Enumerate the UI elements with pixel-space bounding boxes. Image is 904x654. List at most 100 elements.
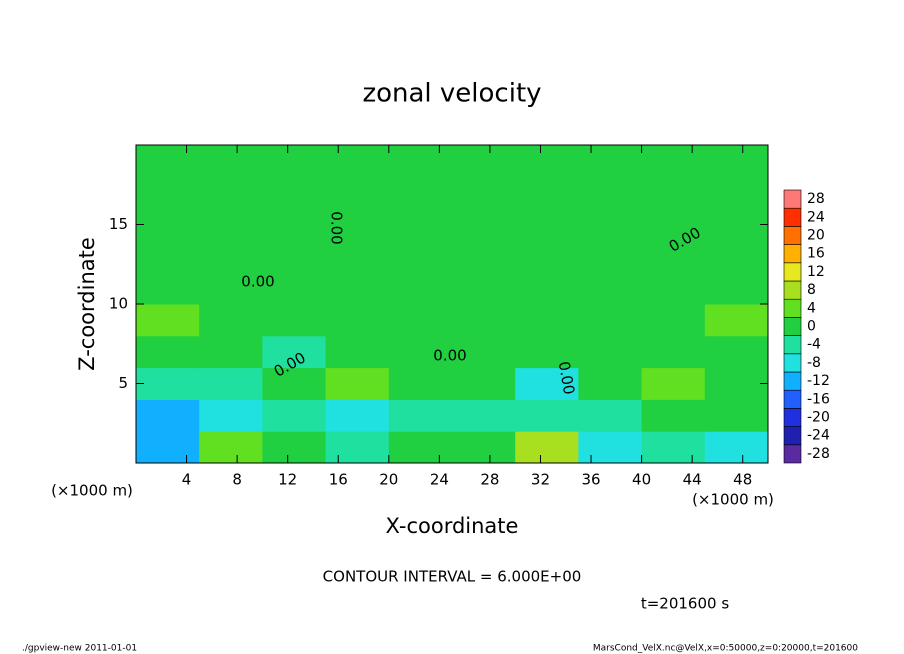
field-cell [704, 431, 769, 464]
y-tick-label: 5 [118, 374, 128, 392]
colorbar-label: 12 [807, 264, 825, 280]
field-cell [641, 176, 706, 210]
field-cell [136, 304, 200, 337]
colorbar-label: 20 [807, 228, 825, 244]
x-tick-label: 28 [480, 471, 499, 489]
field-cell [199, 145, 263, 178]
x-tick-label: 32 [531, 471, 550, 489]
field-cell [388, 335, 453, 369]
field-cell [452, 367, 516, 400]
field-cell [325, 145, 390, 178]
field-cell [199, 272, 263, 305]
colorbar-box [783, 353, 802, 373]
colorbar-label: 8 [807, 282, 816, 298]
field-cell [199, 176, 263, 210]
x-tick-label: 8 [232, 471, 242, 489]
field-cell [262, 145, 327, 178]
field-cell [199, 399, 263, 432]
chart-title: zonal velocity [362, 79, 541, 109]
field-cell [136, 335, 200, 369]
y-tick-label: 10 [109, 295, 128, 313]
field-cell [515, 335, 579, 369]
field-cell [136, 208, 200, 241]
field-cell [704, 240, 769, 273]
field-cell [136, 240, 200, 273]
field-cell [515, 399, 579, 432]
field-cell [136, 367, 200, 400]
field-cell [578, 399, 643, 432]
field-cell [704, 208, 769, 241]
field-cell [388, 145, 453, 178]
colorbar-label: 24 [807, 209, 825, 225]
field-cell [262, 399, 327, 432]
field-cell [199, 240, 263, 273]
field-cell [262, 335, 327, 369]
time-label: t=201600 s [641, 595, 729, 613]
field-cell [515, 367, 579, 400]
field-cell [452, 208, 516, 241]
x-tick-label: 16 [329, 471, 348, 489]
colorbar-box [783, 408, 802, 427]
field-cell [388, 240, 453, 273]
field-cell [325, 208, 390, 241]
field-cell [388, 272, 453, 305]
field-cell [262, 176, 327, 210]
colorbar-label: -12 [807, 373, 830, 389]
field-cell [452, 240, 516, 273]
field-cell [452, 145, 516, 178]
field-cell [325, 399, 390, 432]
field-cell [388, 208, 453, 241]
colorbar-label: 0 [807, 319, 816, 335]
field-cell [262, 272, 327, 305]
field-cell [641, 208, 706, 241]
footer-right: MarsCond_VelX.nc@VelX,x=0:50000,z=0:2000… [593, 644, 858, 654]
field-cell [578, 431, 643, 464]
field-cell [704, 272, 769, 305]
field-cell [388, 367, 453, 400]
colorbar-label: -4 [807, 337, 821, 353]
colorbar-box [783, 262, 802, 282]
colorbar-box [783, 426, 802, 446]
colorbar-label: -16 [807, 391, 830, 407]
colorbar-label: -8 [807, 355, 821, 371]
colorbar-box [783, 317, 802, 336]
field-cell [641, 431, 706, 464]
colorbar-label: -24 [807, 428, 830, 444]
field-cell [262, 208, 327, 241]
field-cell [452, 272, 516, 305]
colorbar-label: -20 [807, 410, 830, 426]
field-cell [325, 431, 390, 464]
field-cell [325, 304, 390, 337]
colorbar-box [783, 189, 802, 209]
field-cell [452, 176, 516, 210]
field-cell [641, 240, 706, 273]
x-tick-label: 36 [581, 471, 600, 489]
colorbar-box [783, 371, 802, 391]
field-cell [136, 399, 200, 432]
field-cell [578, 176, 643, 210]
field-cell [388, 304, 453, 337]
field-cell [515, 145, 579, 178]
colorbar-label: 28 [807, 191, 825, 207]
field-cell [704, 176, 769, 210]
field-cell [199, 335, 263, 369]
colorbar-label: 4 [807, 300, 816, 316]
contour-interval: CONTOUR INTERVAL = 6.000E+00 [323, 568, 582, 586]
field-cell [136, 431, 200, 464]
field-cell [452, 399, 516, 432]
field-cell [515, 431, 579, 464]
field-cell [641, 272, 706, 305]
field-cell [578, 240, 643, 273]
field-cell [136, 145, 200, 178]
field-cell [704, 145, 769, 178]
field-cell [452, 431, 516, 464]
field-cell [641, 399, 706, 432]
field-cell [515, 208, 579, 241]
colorbar-label: -28 [807, 446, 830, 462]
field-cell [325, 335, 390, 369]
field-cell [578, 208, 643, 241]
field-cell [578, 304, 643, 337]
field-cell [515, 272, 579, 305]
field-cell [704, 367, 769, 400]
